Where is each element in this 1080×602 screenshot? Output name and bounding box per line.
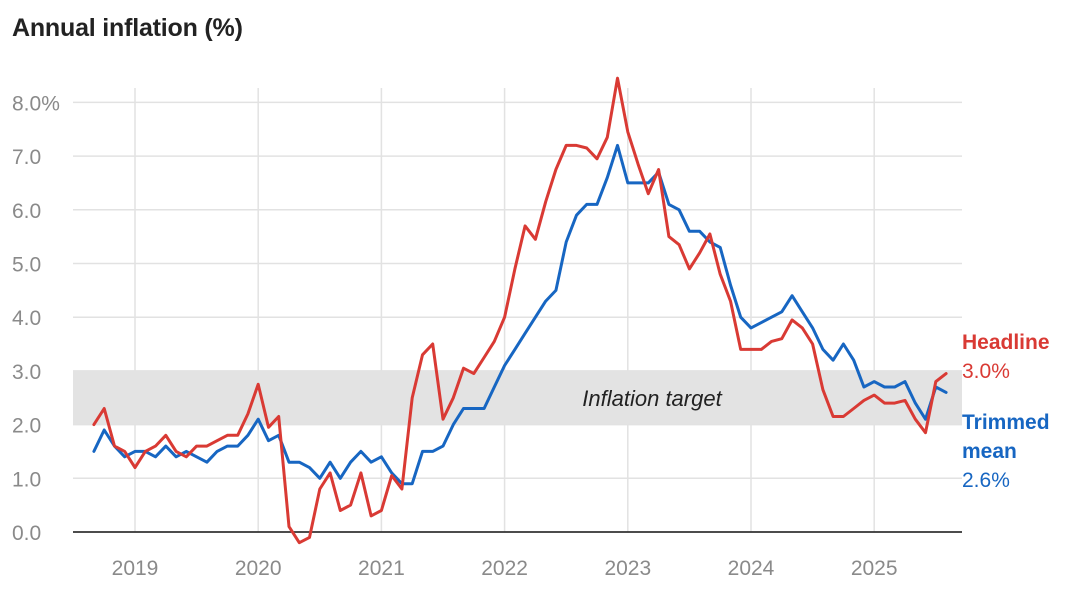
headline-series-name: Headline — [962, 331, 1050, 354]
y-tick-label: 8.0% — [12, 92, 60, 115]
x-axis-tick-labels: 2019 2020 2021 2022 2023 2024 2025 — [112, 557, 898, 580]
trimmed-mean-end-value: 2.6% — [962, 469, 1010, 492]
headline-end-value: 3.0% — [962, 360, 1010, 383]
inflation-target-label: Inflation target — [582, 386, 722, 411]
y-axis-tick-labels: 0.0 1.0 2.0 3.0 4.0 5.0 6.0 7.0 8.0% — [12, 92, 60, 545]
x-tick-label: 2022 — [481, 557, 528, 580]
x-tick-label: 2024 — [728, 557, 775, 580]
gridlines — [73, 88, 962, 532]
y-tick-label: 0.0 — [12, 522, 41, 545]
y-tick-label: 3.0 — [12, 361, 41, 384]
y-tick-label: 7.0 — [12, 146, 41, 169]
x-tick-label: 2020 — [235, 557, 282, 580]
x-tick-label: 2025 — [851, 557, 898, 580]
y-tick-label: 4.0 — [12, 307, 41, 330]
series-end-labels: Headline 3.0% Trimmed mean 2.6% — [962, 331, 1050, 492]
y-tick-label: 1.0 — [12, 468, 41, 491]
y-tick-label: 6.0 — [12, 200, 41, 223]
series-lines — [92, 76, 948, 545]
series-line-trimmed-mean — [92, 143, 948, 486]
series-line-headline — [92, 76, 948, 545]
trimmed-mean-series-name: Trimmed mean — [962, 411, 1050, 463]
x-tick-label: 2023 — [604, 557, 651, 580]
inflation-target-band — [73, 370, 962, 425]
y-tick-label: 5.0 — [12, 254, 41, 277]
chart-title: Annual inflation (%) — [12, 14, 243, 42]
x-tick-label: 2019 — [112, 557, 159, 580]
x-tick-label: 2021 — [358, 557, 405, 580]
y-tick-label: 2.0 — [12, 415, 41, 438]
